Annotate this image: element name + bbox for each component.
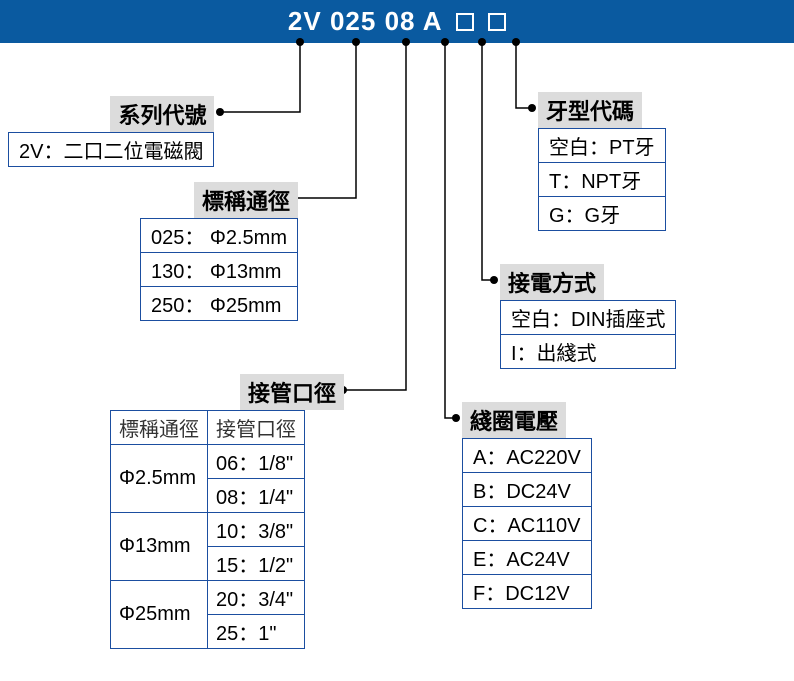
table-row: 025： Φ2.5mm bbox=[141, 219, 298, 253]
wiring-table: 空白：DIN插座式 I：出綫式 bbox=[500, 300, 676, 369]
section-thread: 牙型代碼 空白：PT牙 T：NPT牙 G：G牙 bbox=[538, 92, 666, 231]
table-row: A：AC220V bbox=[463, 439, 592, 473]
pipe-opt: 08：1/4" bbox=[208, 479, 305, 513]
header-part-4: A bbox=[423, 6, 442, 36]
pipe-opt: 20：3/4" bbox=[208, 581, 305, 615]
pipe-opt: 06：1/8" bbox=[208, 445, 305, 479]
table-row: C：AC110V bbox=[463, 507, 592, 541]
header-part-1: 2V bbox=[288, 6, 322, 36]
model-code-header: 2V 025 08 A bbox=[0, 0, 794, 43]
pipe-dia: Φ25mm bbox=[111, 581, 208, 649]
table-row: E：AC24V bbox=[463, 541, 592, 575]
series-title: 系列代號 bbox=[110, 96, 214, 132]
placeholder-box bbox=[456, 13, 474, 31]
pipe-opt: 10：3/8" bbox=[208, 513, 305, 547]
table-row: 130： Φ13mm bbox=[141, 253, 298, 287]
voltage-title: 綫圈電壓 bbox=[462, 402, 566, 438]
section-pipe: 接管口徑 標稱通徑 接管口徑 Φ2.5mm 06：1/8" 08：1/4" Φ1… bbox=[110, 374, 344, 649]
table-row: F：DC12V bbox=[463, 575, 592, 609]
table-row: I：出綫式 bbox=[501, 335, 676, 369]
voltage-table: A：AC220V B：DC24V C：AC110V E：AC24V F：DC12… bbox=[462, 438, 592, 609]
section-series: 系列代號 2V：二口二位電磁閥 bbox=[8, 96, 214, 167]
thread-title: 牙型代碼 bbox=[538, 92, 642, 128]
nominal-table: 025： Φ2.5mm 130： Φ13mm 250： Φ25mm bbox=[140, 218, 298, 321]
table-row: T：NPT牙 bbox=[539, 163, 666, 197]
pipe-opt: 25：1" bbox=[208, 615, 305, 649]
pipe-dia: Φ13mm bbox=[111, 513, 208, 581]
table-row: 2V：二口二位電磁閥 bbox=[9, 133, 214, 167]
pipe-dia: Φ2.5mm bbox=[111, 445, 208, 513]
pipe-header-2: 接管口徑 bbox=[208, 411, 305, 445]
table-row: B：DC24V bbox=[463, 473, 592, 507]
pipe-title: 接管口徑 bbox=[240, 374, 344, 410]
table-row: 250： Φ25mm bbox=[141, 287, 298, 321]
table-row: 空白：PT牙 bbox=[539, 129, 666, 163]
placeholder-box bbox=[488, 13, 506, 31]
thread-table: 空白：PT牙 T：NPT牙 G：G牙 bbox=[538, 128, 666, 231]
section-nominal: 標稱通徑 025： Φ2.5mm 130： Φ13mm 250： Φ25mm bbox=[140, 182, 298, 321]
pipe-header-1: 標稱通徑 bbox=[111, 411, 208, 445]
table-row: G：G牙 bbox=[539, 197, 666, 231]
nominal-title: 標稱通徑 bbox=[194, 182, 298, 218]
section-voltage: 綫圈電壓 A：AC220V B：DC24V C：AC110V E：AC24V F… bbox=[462, 402, 592, 609]
wiring-title: 接電方式 bbox=[500, 264, 604, 300]
table-row: 空白：DIN插座式 bbox=[501, 301, 676, 335]
pipe-table: 標稱通徑 接管口徑 Φ2.5mm 06：1/8" 08：1/4" Φ13mm 1… bbox=[110, 410, 305, 649]
header-part-3: 08 bbox=[385, 6, 416, 36]
series-table: 2V：二口二位電磁閥 bbox=[8, 132, 214, 167]
header-part-2: 025 bbox=[330, 6, 376, 36]
section-wiring: 接電方式 空白：DIN插座式 I：出綫式 bbox=[500, 264, 676, 369]
pipe-opt: 15：1/2" bbox=[208, 547, 305, 581]
